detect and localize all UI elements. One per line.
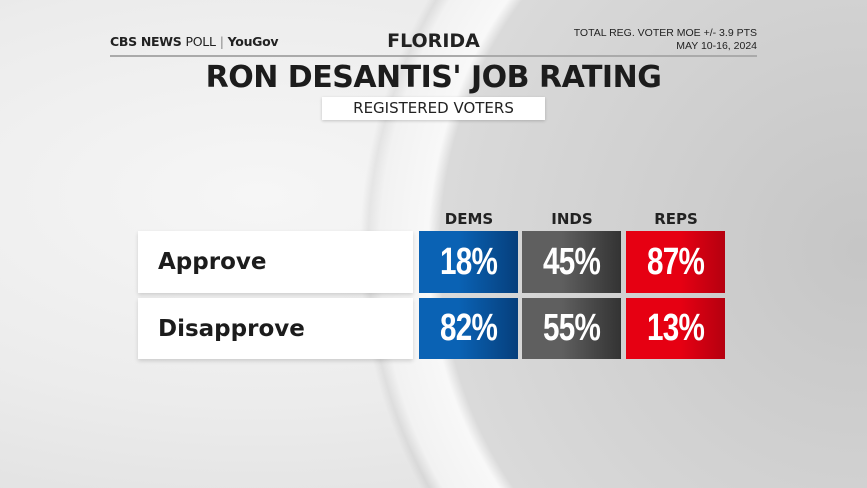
value-cell-approve-reps: 87% — [626, 231, 725, 293]
value-text: 55% — [543, 307, 601, 349]
value-cell-disapprove-inds: 55% — [522, 298, 621, 359]
value-cell-disapprove-reps: 13% — [626, 298, 725, 359]
value-text: 82% — [440, 307, 498, 349]
poll-dates: MAY 10-16, 2024 — [676, 40, 757, 52]
value-text: 18% — [440, 240, 498, 283]
state-label: FLORIDA — [387, 30, 480, 52]
moe-info: TOTAL REG. VOTER MOE +/- 3.9 PTS MAY 10-1… — [574, 27, 757, 53]
value-text: 45% — [543, 240, 601, 283]
logo-divider: | — [219, 34, 224, 49]
column-header-dems: DEMS — [444, 210, 494, 228]
value-text: 87% — [647, 240, 705, 283]
logo-poll: POLL — [185, 34, 216, 49]
logo-yougov: YouGov — [227, 34, 279, 49]
value-cell-approve-dems: 18% — [419, 231, 518, 293]
row-label-disapprove: Disapprove — [138, 298, 413, 359]
chart-subtitle: REGISTERED VOTERS — [322, 97, 545, 120]
value-cell-approve-inds: 45% — [522, 231, 621, 293]
logo-cbs: CBS NEWS — [110, 34, 182, 49]
column-header-inds: INDS — [551, 210, 593, 228]
cbs-yougov-logo: CBS NEWS POLL | YouGov — [110, 34, 279, 49]
chart-title: RON DESANTIS' JOB RATING — [205, 60, 662, 95]
moe-text: TOTAL REG. VOTER MOE +/- 3.9 PTS — [573, 27, 757, 39]
header-divider — [110, 55, 757, 57]
value-cell-disapprove-dems: 82% — [419, 298, 518, 359]
value-text: 13% — [647, 307, 705, 349]
row-label-approve: Approve — [138, 231, 413, 293]
column-header-reps: REPS — [654, 210, 698, 228]
